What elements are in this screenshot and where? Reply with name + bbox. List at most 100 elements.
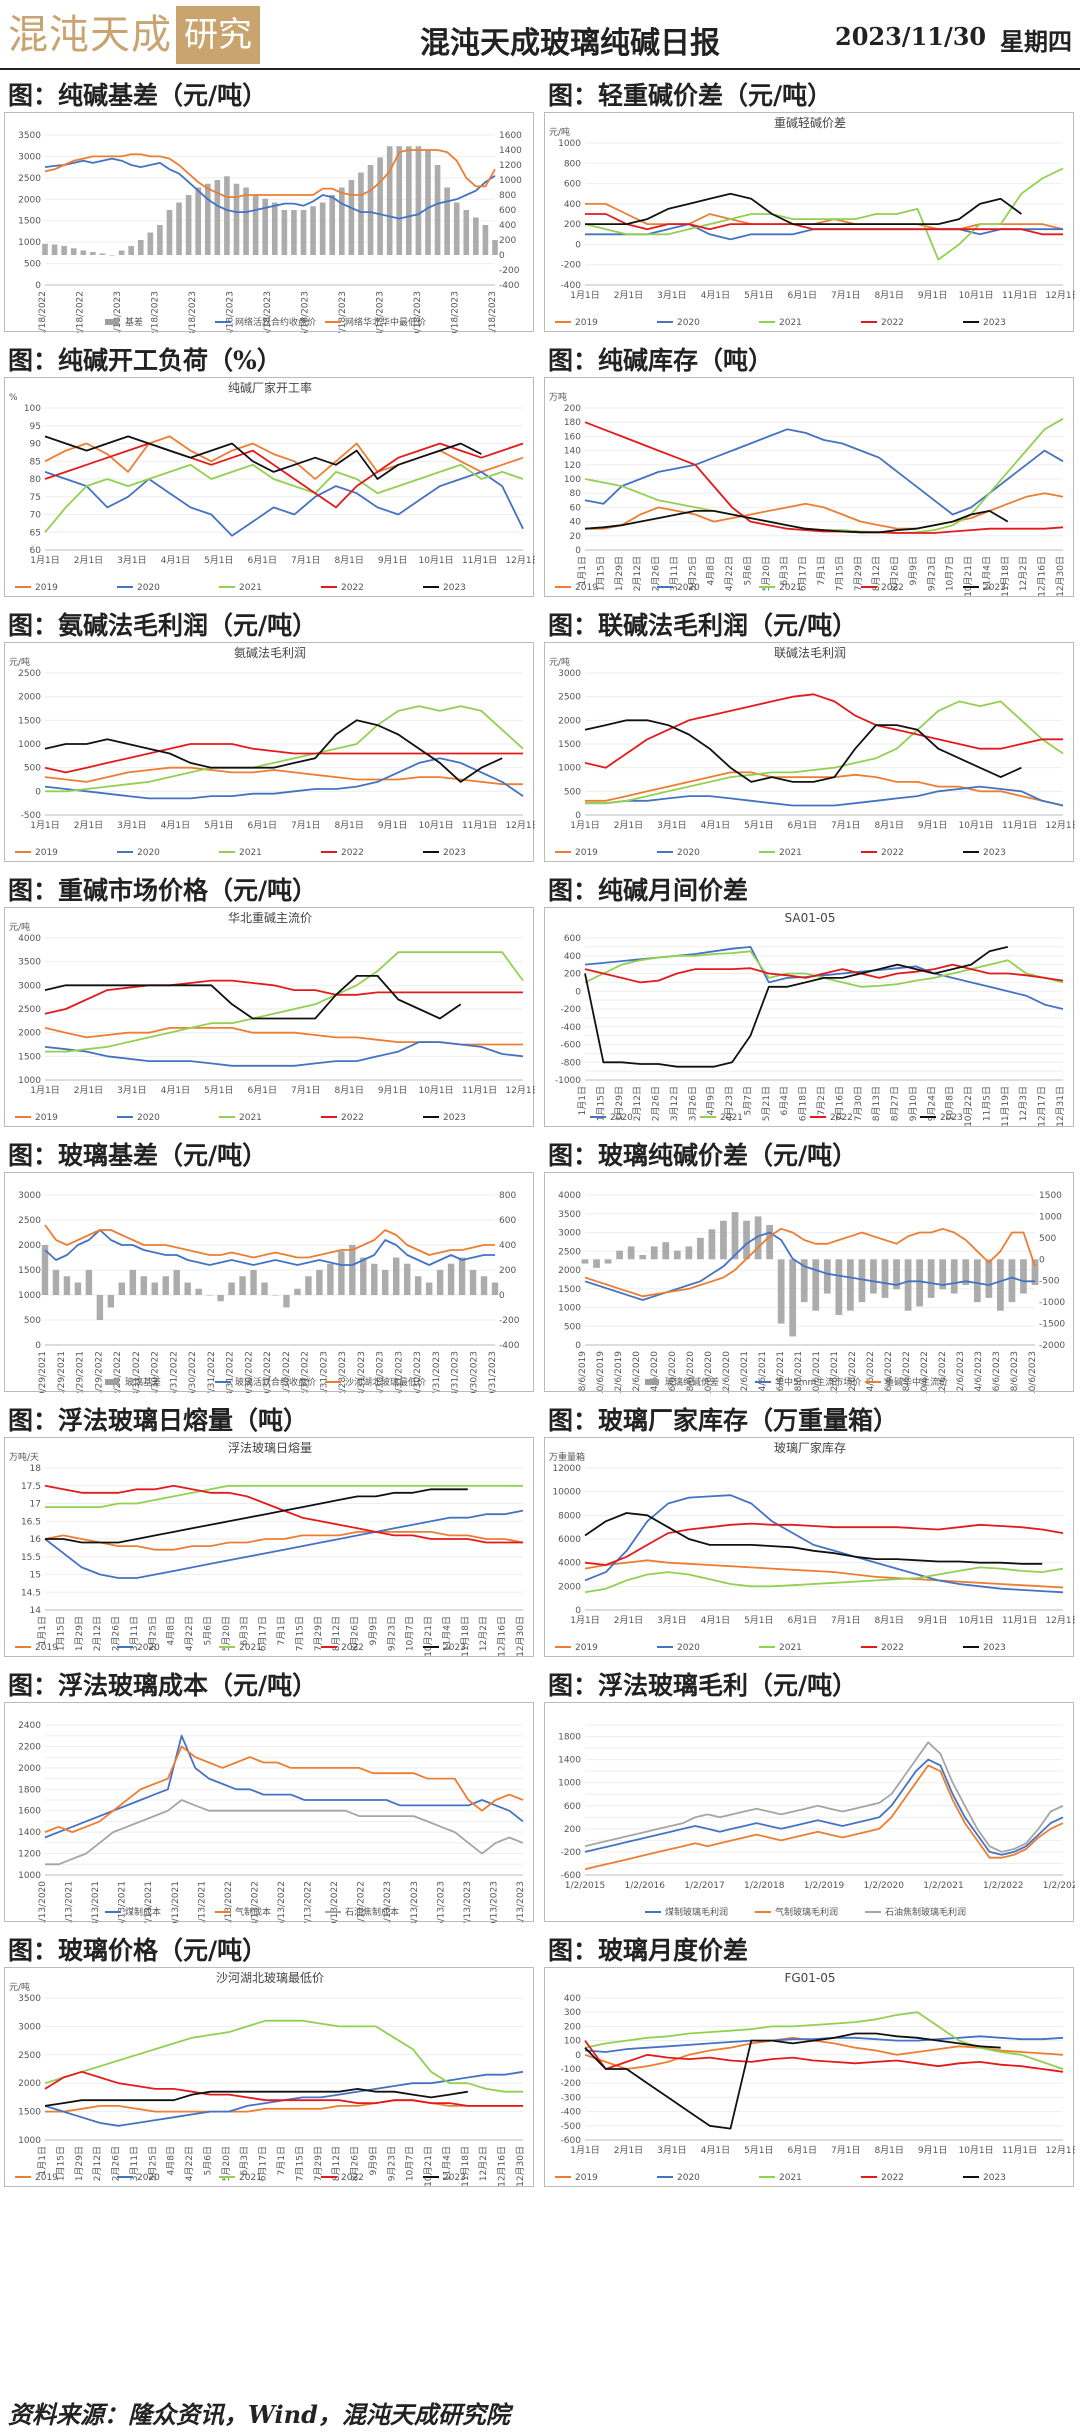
- x-tick-label: 4月1日: [161, 820, 190, 831]
- x-tick-label: 12月2日: [1018, 556, 1029, 591]
- chart-panel: 图：玻璃基差（元/吨） 0 500 1000 1500 2000 2500 3000 -400-…: [0, 1132, 540, 1397]
- chart-frame: 万吨 0 20 40 60 80 100 120 140 160 180 200 1月1日 1月15日 1月…: [544, 377, 1074, 597]
- x-tick-label: 10月7日: [945, 556, 956, 591]
- section-title: 图：浮法玻璃日熔量（吨）: [8, 1406, 309, 1435]
- bar-mark: [800, 1259, 808, 1303]
- legend-label: 2022: [881, 2173, 904, 2183]
- x-tick-label: 12月1日: [505, 555, 535, 566]
- x-tick-label: 12月30日: [1055, 556, 1066, 597]
- legend-label: 2019: [35, 2173, 58, 2183]
- x-tick-label: 12月2日: [478, 2146, 489, 2181]
- x-tick-label: 7月29日: [853, 556, 864, 591]
- bar-mark: [870, 1259, 877, 1294]
- y-tick-label: 0: [575, 1341, 581, 1351]
- x-tick-label: 12月17日: [1037, 1086, 1048, 1127]
- bar-mark: [492, 240, 498, 255]
- y-tick-label: 1800: [558, 1733, 581, 1743]
- x-tick-label: 6月1日: [248, 555, 277, 566]
- x-tick-label: 5月1日: [744, 290, 773, 301]
- y-tick-label: 3500: [18, 958, 41, 968]
- chart-panel: 图：浮法玻璃毛利（元/吨） -600 -200 200 600 1000 1400 1800 1…: [540, 1662, 1080, 1927]
- y-tick-label: 1400: [18, 1828, 41, 1838]
- x-tick-label: 10月1日: [958, 820, 993, 831]
- x-tick-label: 1/13/2022: [224, 1881, 234, 1923]
- series-line: [44, 743, 523, 774]
- y-axis-unit: 元/吨: [9, 656, 30, 668]
- bar-mark: [80, 250, 87, 255]
- x-tick-label: 5月20日: [221, 2146, 232, 2181]
- x-tick-label: 9/30/2023: [469, 1351, 479, 1393]
- y-tick-label: 1600: [18, 1807, 41, 1817]
- x-tick-label: 2月1日: [614, 290, 643, 301]
- x-tick-label: 7/18/2023: [338, 291, 348, 333]
- x-tick-label: 2月12日: [92, 1616, 103, 1651]
- report-header: 混沌天成 研究院 混沌天成玻璃纯碱日报 2023/11/30 星期四: [0, 0, 1080, 113]
- series-line: [584, 428, 1064, 516]
- x-tick-label: 10月1日: [418, 555, 453, 566]
- y2-tick-label: -2000: [1039, 1341, 1065, 1351]
- x-tick-label: 10月21日: [963, 556, 974, 597]
- x-tick-label: 8月1日: [334, 555, 363, 566]
- y-tick-label: 2500: [558, 1247, 581, 1257]
- legend-label: 网络活跃合约收盘价: [235, 316, 316, 328]
- series-line: [44, 2070, 524, 2127]
- section-title: 图：玻璃价格（元/吨）: [8, 1936, 268, 1965]
- bar-mark: [425, 1282, 433, 1295]
- x-tick-label: 10/6/2023: [1028, 1351, 1038, 1393]
- y2-tick-label: -200: [499, 266, 520, 276]
- x-tick-label: 4月1日: [701, 290, 730, 301]
- x-tick-label: 8月1日: [334, 820, 363, 831]
- x-tick-label: 6月17日: [258, 2146, 269, 2181]
- x-tick-label: 6/18/2023: [301, 291, 311, 333]
- bar-mark: [480, 1276, 488, 1295]
- y2-tick-label: 0: [499, 251, 505, 261]
- x-tick-label: 6/30/2023: [413, 1351, 423, 1393]
- series-line: [584, 1231, 1035, 1301]
- y2-tick-label: 1500: [1039, 1191, 1062, 1201]
- chart-panel: 图：玻璃价格（元/吨） 沙河湖北玻璃最低价 元/吨 1000 1500 2000 2500 3…: [0, 1927, 540, 2192]
- legend-label: 2023: [443, 1113, 466, 1123]
- chart-title: FG01-05: [784, 1971, 835, 1985]
- bar-mark: [157, 225, 163, 255]
- y-tick-label: 1200: [18, 1850, 41, 1860]
- x-tick-label: 7月30日: [853, 1086, 864, 1121]
- bar-mark: [206, 1295, 213, 1296]
- legend-label: 2023: [443, 583, 466, 593]
- x-tick-label: 1月1日: [30, 1085, 59, 1096]
- x-tick-label: 9月23日: [386, 1616, 397, 1651]
- x-tick-label: 11月1日: [1002, 290, 1037, 301]
- chart-frame: FG01-05 -600 -500 -400 -300 -200 -100 0 100 200 30…: [544, 1967, 1075, 2187]
- chart-panel: 图：氨碱法毛利润（元/吨） 氨碱法毛利润 元/吨 -500 0 500 1000 1500 20…: [0, 602, 540, 867]
- x-tick-label: 12月16日: [497, 1616, 508, 1657]
- y-axis-unit: 元/吨: [549, 656, 570, 668]
- x-tick-label: 6月18日: [798, 1086, 809, 1121]
- x-tick-label: 5/31/2023: [394, 1351, 404, 1393]
- y-tick-label: 85: [30, 457, 41, 467]
- bar-mark: [777, 1259, 785, 1324]
- series-line: [44, 471, 524, 537]
- chart-title: 重碱轻碱价差: [774, 116, 846, 130]
- x-tick-label: 5月20日: [221, 1616, 232, 1651]
- series-line: [585, 492, 1064, 530]
- x-tick-label: 5月1日: [204, 820, 233, 831]
- legend-label: 2021: [720, 1113, 743, 1123]
- chart-title: 浮法玻璃日熔量: [228, 1440, 312, 1455]
- x-tick-label: 4/18/2023: [226, 291, 236, 333]
- y-tick-label: 1000: [18, 2136, 41, 2146]
- x-tick-label: 8月27日: [890, 1086, 901, 1121]
- x-tick-label: 5/31/2022: [169, 1351, 179, 1393]
- bar-mark: [950, 1259, 958, 1294]
- y2-tick-label: 1000: [1039, 1212, 1062, 1222]
- x-tick-label: 1月1日: [37, 1616, 48, 1645]
- bar-mark: [99, 253, 106, 255]
- bar-mark: [262, 198, 269, 255]
- legend-label: 2022: [881, 583, 904, 593]
- y-tick-label: 500: [24, 1316, 41, 1326]
- bar-mark: [382, 1270, 389, 1295]
- y-tick-label: -200: [561, 2079, 582, 2089]
- bar-mark: [166, 210, 173, 255]
- legend-label: 2022: [341, 583, 364, 593]
- series-line: [584, 421, 1064, 534]
- chart-panel: 图：纯碱基差（元/吨） 0 500 1000 1500 2000 2500 3000 3500-…: [0, 72, 540, 337]
